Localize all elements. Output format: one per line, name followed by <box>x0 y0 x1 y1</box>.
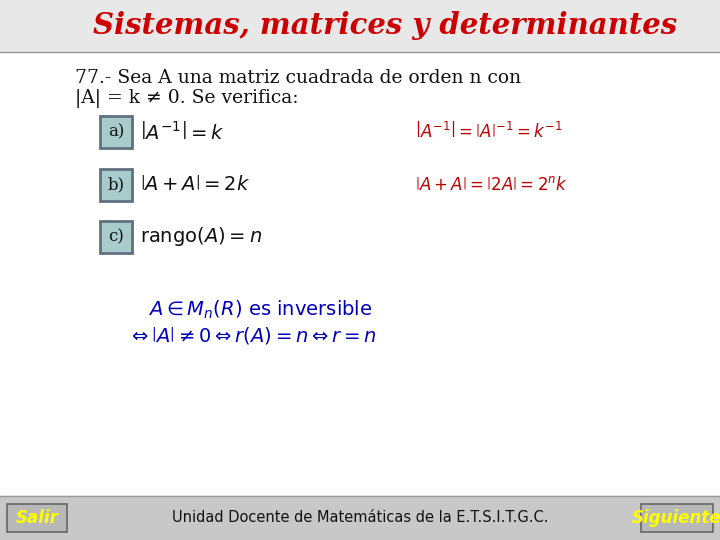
Text: Siguiente: Siguiente <box>632 509 720 527</box>
FancyBboxPatch shape <box>100 116 132 148</box>
FancyBboxPatch shape <box>100 221 132 253</box>
Bar <box>0 0 720 52</box>
Text: $A \in M_n(R)\ \mathrm{es\ inversible}$: $A \in M_n(R)\ \mathrm{es\ inversible}$ <box>148 299 372 321</box>
Text: Salir: Salir <box>16 509 58 527</box>
Text: $\left|A^{-1}\right| = k$: $\left|A^{-1}\right| = k$ <box>140 121 225 143</box>
Text: b): b) <box>107 177 125 193</box>
Text: Unidad Docente de Matemáticas de la E.T.S.I.T.G.C.: Unidad Docente de Matemáticas de la E.T.… <box>172 510 548 525</box>
Text: 77.- Sea A una matriz cuadrada de orden n con: 77.- Sea A una matriz cuadrada de orden … <box>75 69 521 87</box>
FancyBboxPatch shape <box>100 169 132 201</box>
Text: c): c) <box>108 228 124 246</box>
Text: $\left|A + A\right| = \left|2A\right| = 2^n k$: $\left|A + A\right| = \left|2A\right| = … <box>415 176 568 194</box>
Text: a): a) <box>108 124 124 140</box>
Text: Sistemas, matrices y determinantes: Sistemas, matrices y determinantes <box>93 11 677 40</box>
Text: $\left|A^{-1}\right| = \left|A\right|^{-1} = k^{-1}$: $\left|A^{-1}\right| = \left|A\right|^{-… <box>415 122 562 142</box>
Text: $\Leftrightarrow \left|A\right| \neq 0 \Leftrightarrow r(A) = n \Leftrightarrow : $\Leftrightarrow \left|A\right| \neq 0 \… <box>128 325 377 346</box>
Text: |A| = k ≠ 0. Se verifica:: |A| = k ≠ 0. Se verifica: <box>75 89 299 107</box>
Text: $\mathrm{rango}(A) = n$: $\mathrm{rango}(A) = n$ <box>140 226 262 248</box>
Text: $\left|A + A\right| = 2k$: $\left|A + A\right| = 2k$ <box>140 176 250 194</box>
FancyBboxPatch shape <box>7 504 67 532</box>
FancyBboxPatch shape <box>641 504 713 532</box>
Bar <box>0 496 720 540</box>
